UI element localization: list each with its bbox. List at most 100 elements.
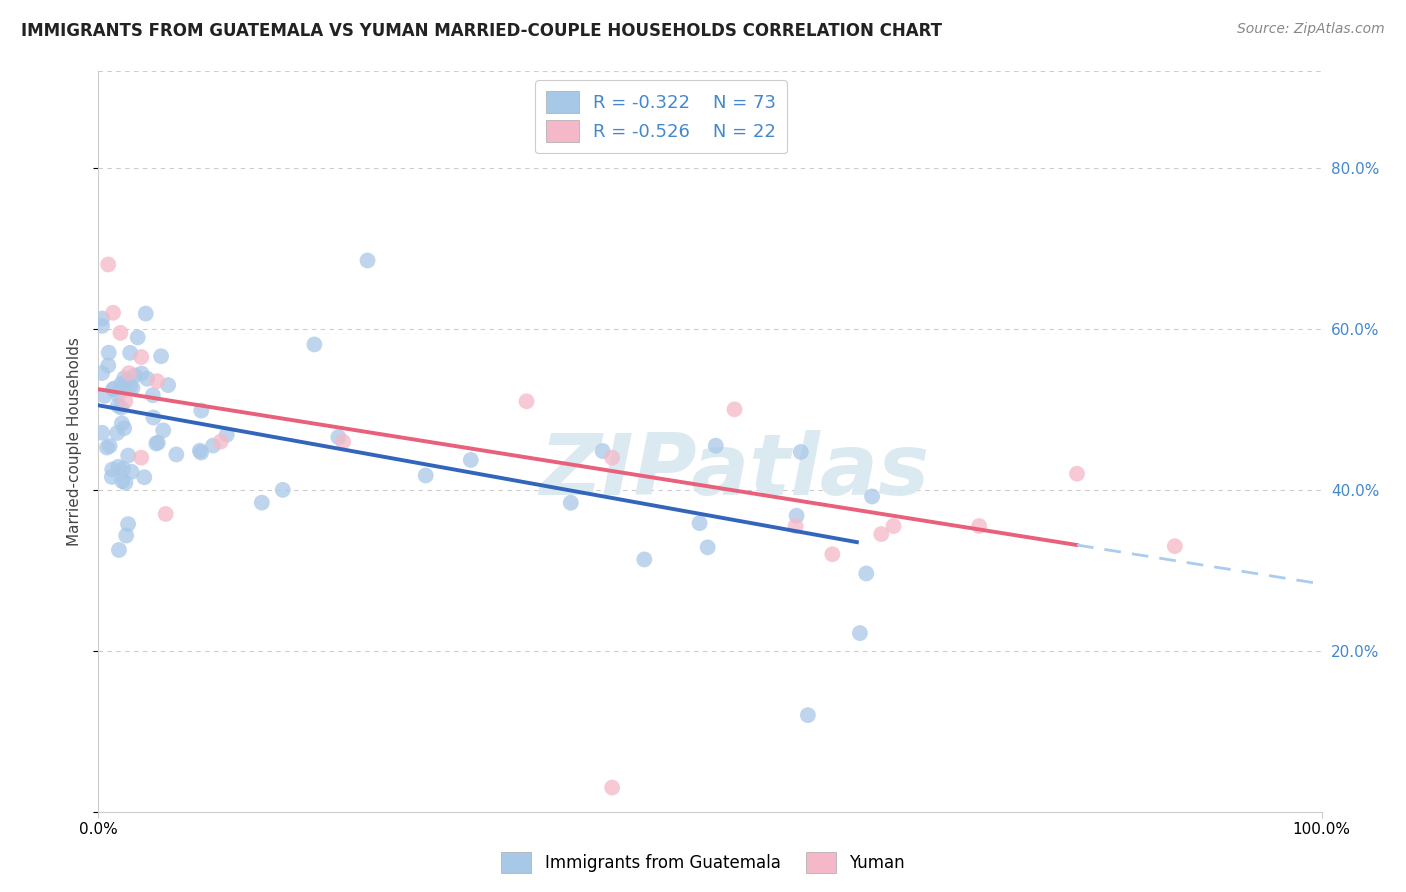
Point bbox=[98, 439, 121, 453]
Point bbox=[110, 326, 132, 340]
Point bbox=[111, 474, 134, 488]
Point bbox=[165, 447, 187, 461]
Point bbox=[155, 507, 177, 521]
Point bbox=[202, 439, 225, 453]
Point bbox=[145, 436, 167, 450]
Point bbox=[105, 425, 128, 440]
Point bbox=[786, 508, 808, 523]
Point bbox=[121, 465, 143, 479]
Point bbox=[112, 371, 135, 385]
Point bbox=[142, 388, 165, 402]
Point bbox=[93, 389, 115, 403]
Point bbox=[785, 519, 807, 533]
Point bbox=[188, 443, 211, 458]
Point bbox=[860, 490, 883, 504]
Point bbox=[415, 468, 437, 483]
Y-axis label: Married-couple Households: Married-couple Households bbox=[67, 337, 83, 546]
Point bbox=[797, 708, 820, 723]
Point bbox=[101, 383, 124, 397]
Point bbox=[112, 462, 135, 476]
Point bbox=[101, 470, 124, 484]
Point bbox=[332, 434, 354, 449]
Point bbox=[103, 381, 125, 395]
Point bbox=[115, 528, 138, 542]
Point bbox=[134, 470, 156, 484]
Legend: Immigrants from Guatemala, Yuman: Immigrants from Guatemala, Yuman bbox=[495, 846, 911, 880]
Point bbox=[600, 450, 623, 465]
Point bbox=[1164, 539, 1187, 553]
Point bbox=[304, 337, 326, 351]
Point bbox=[460, 453, 482, 467]
Point bbox=[883, 519, 905, 533]
Point bbox=[107, 399, 129, 413]
Point bbox=[107, 387, 129, 401]
Point bbox=[136, 372, 159, 386]
Point bbox=[689, 516, 711, 531]
Point bbox=[271, 483, 294, 497]
Point bbox=[114, 394, 136, 409]
Point bbox=[790, 445, 813, 459]
Point bbox=[114, 377, 136, 392]
Point bbox=[110, 376, 132, 391]
Point bbox=[135, 307, 157, 321]
Text: IMMIGRANTS FROM GUATEMALA VS YUMAN MARRIED-COUPLE HOUSEHOLDS CORRELATION CHART: IMMIGRANTS FROM GUATEMALA VS YUMAN MARRI… bbox=[21, 22, 942, 40]
Point bbox=[356, 253, 378, 268]
Point bbox=[131, 367, 153, 381]
Point bbox=[101, 306, 124, 320]
Point bbox=[157, 378, 180, 392]
Point bbox=[124, 368, 146, 383]
Point bbox=[560, 496, 582, 510]
Point bbox=[114, 475, 136, 490]
Point bbox=[515, 394, 537, 409]
Point bbox=[190, 445, 212, 459]
Point bbox=[118, 366, 141, 380]
Text: ZIPatlas: ZIPatlas bbox=[540, 430, 929, 513]
Text: Source: ZipAtlas.com: Source: ZipAtlas.com bbox=[1237, 22, 1385, 37]
Point bbox=[152, 424, 174, 438]
Point bbox=[250, 495, 273, 509]
Point bbox=[129, 450, 152, 465]
Point bbox=[821, 547, 844, 561]
Point bbox=[146, 374, 169, 388]
Point bbox=[849, 626, 872, 640]
Point bbox=[600, 780, 623, 795]
Point bbox=[91, 311, 114, 326]
Point bbox=[633, 552, 655, 566]
Point bbox=[129, 350, 152, 364]
Point bbox=[120, 346, 142, 360]
Point bbox=[209, 434, 232, 449]
Point bbox=[101, 462, 124, 476]
Point bbox=[111, 417, 134, 431]
Point bbox=[855, 566, 877, 581]
Point bbox=[120, 379, 142, 393]
Point bbox=[97, 345, 120, 359]
Point bbox=[121, 381, 143, 395]
Point bbox=[870, 527, 893, 541]
Point bbox=[592, 444, 614, 458]
Point bbox=[696, 541, 718, 555]
Point bbox=[91, 318, 114, 333]
Point bbox=[91, 366, 114, 380]
Point bbox=[215, 427, 238, 442]
Legend: R = -0.322    N = 73, R = -0.526    N = 22: R = -0.322 N = 73, R = -0.526 N = 22 bbox=[536, 80, 787, 153]
Point bbox=[107, 459, 129, 474]
Point bbox=[723, 402, 745, 417]
Point bbox=[967, 519, 990, 533]
Point bbox=[117, 517, 139, 532]
Point bbox=[97, 258, 120, 272]
Point bbox=[127, 330, 149, 344]
Point bbox=[1066, 467, 1088, 481]
Point bbox=[110, 401, 132, 415]
Point bbox=[96, 441, 118, 455]
Point bbox=[117, 374, 139, 388]
Point bbox=[97, 359, 120, 373]
Point bbox=[108, 543, 131, 558]
Point bbox=[91, 425, 114, 440]
Point bbox=[704, 439, 727, 453]
Point bbox=[190, 403, 212, 417]
Point bbox=[142, 410, 165, 425]
Point bbox=[117, 449, 139, 463]
Point bbox=[146, 435, 169, 450]
Point bbox=[328, 430, 350, 444]
Point bbox=[112, 421, 135, 435]
